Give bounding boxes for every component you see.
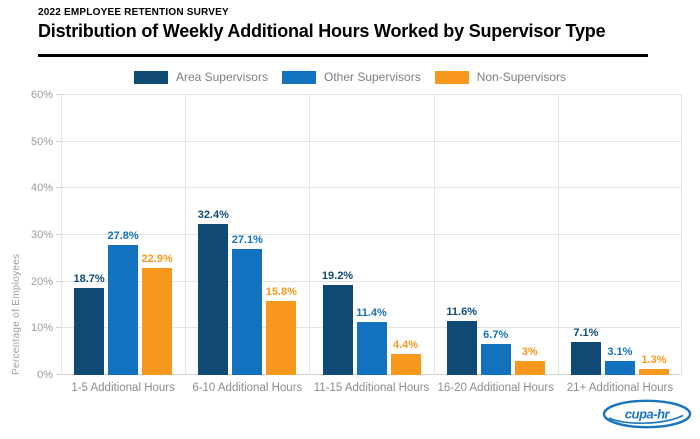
y-tick-label: 60%	[30, 89, 53, 101]
x-axis-label: 11-15 Additional Hours	[313, 382, 430, 394]
y-tick-mark	[56, 374, 61, 375]
survey-eyebrow: 2022 EMPLOYEE RETENTION SURVEY	[38, 7, 229, 18]
bar-value-label: 4.4%	[392, 339, 419, 352]
legend-swatch	[434, 70, 469, 84]
y-tick-label: 20%	[30, 275, 53, 288]
bar-value-label: 32.4%	[197, 208, 229, 221]
v-gridline	[433, 95, 435, 375]
bar: 3%	[514, 346, 545, 375]
y-tick-label: 10%	[30, 322, 53, 335]
legend-item: Other Supervisors	[281, 70, 421, 84]
legend-item: Non-Supervisors	[434, 70, 567, 84]
bar-value-label: 22.9%	[141, 253, 173, 266]
bar: 3.1%	[604, 346, 635, 375]
legend: Area Supervisors Other Supervisors Non-Sup…	[0, 70, 700, 84]
h-gridline	[61, 140, 682, 142]
bar-value-label: 15.8%	[265, 286, 297, 299]
bar: 27.8%	[107, 230, 139, 375]
chart-title: Distribution of Weekly Additional Hours …	[38, 21, 606, 41]
y-tick-mark	[56, 94, 61, 95]
cupa-hr-logo: cupa-hr	[602, 398, 692, 435]
plot-area: Percentage of Employees 0% 10% 20% 30% 40% 50…	[11, 89, 682, 381]
bar: 19.2%	[322, 270, 353, 375]
legend-label: Other Supervisors	[323, 70, 421, 84]
x-axis-label: 6-10 Additional Hours	[192, 382, 303, 394]
x-axis-label: 16-20 Additional Hours	[437, 382, 554, 394]
bar-group: 18.7% 27.8% 22.9%	[61, 95, 185, 375]
bar: 15.8%	[266, 286, 297, 375]
bar-group: 7.1% 3.1% 1.3%	[558, 95, 682, 375]
bar-value-label: 11.4%	[356, 306, 387, 319]
logo-text: cupa-hr	[625, 407, 671, 422]
y-tick-label: 40%	[30, 182, 53, 195]
bar: 4.4%	[390, 339, 421, 375]
legend-swatch	[133, 70, 168, 84]
x-axis-label: 1-5 Additional Hours	[71, 382, 175, 394]
y-tick-label: 0%	[37, 369, 53, 381]
bar-value-label: 18.7%	[73, 272, 105, 285]
x-axis-labels: 1-5 Additional Hours 6-10 Additional Hour…	[61, 382, 682, 394]
v-gridline	[185, 95, 187, 375]
bar-group: 11.6% 6.7% 3%	[434, 95, 558, 375]
y-tick-label: 30%	[30, 229, 53, 241]
cupa-hr-logo-mark: cupa-hr	[602, 399, 692, 429]
y-tick-label: 50%	[30, 135, 53, 148]
bar: 1.3%	[638, 354, 669, 375]
title-divider	[38, 54, 648, 57]
v-gridline	[681, 95, 682, 375]
bar-group: 32.4% 27.1% 15.8%	[185, 95, 309, 375]
bar-value-label: 3.1%	[607, 345, 633, 358]
bar-value-label: 7.1%	[573, 326, 599, 339]
legend-label: Non-Supervisors	[476, 70, 567, 84]
bar-value-label: 6.7%	[483, 328, 509, 341]
bar-value-label: 27.8%	[107, 230, 139, 243]
bar: 11.4%	[356, 307, 387, 375]
bar: 27.1%	[232, 234, 263, 375]
bar: 32.4%	[198, 209, 229, 375]
y-tick-mark	[56, 140, 61, 142]
y-tick-mark	[56, 234, 61, 235]
v-gridline	[309, 95, 311, 375]
bar-groups: 18.7% 27.8% 22.9% 32.4% 27.1% 15.8% 19.2% 11.4%…	[61, 95, 682, 375]
bar-value-label: 11.6%	[446, 305, 477, 318]
v-gridline	[61, 95, 62, 375]
bar: 18.7%	[73, 273, 105, 375]
bar-value-label: 19.2%	[321, 270, 354, 283]
h-gridline	[61, 187, 682, 189]
bar: 7.1%	[570, 327, 601, 375]
y-tick-mark	[56, 187, 61, 189]
bar-group: 19.2% 11.4% 4.4%	[309, 95, 433, 375]
h-gridline	[61, 234, 682, 235]
y-tick-mark	[56, 280, 61, 282]
x-axis-label: 21+ Additional Hours	[566, 382, 674, 394]
legend-swatch	[281, 70, 316, 84]
bar: 22.9%	[141, 253, 173, 375]
bar: 11.6%	[446, 306, 477, 375]
bar-value-label: 1.3%	[641, 353, 667, 366]
bar-value-label: 3%	[521, 346, 538, 358]
legend-item: Area Supervisors	[133, 70, 268, 84]
y-tick-mark	[56, 327, 61, 329]
h-gridline	[61, 280, 682, 282]
bar: 6.7%	[480, 329, 511, 375]
bar-value-label: 27.1%	[231, 233, 263, 246]
h-gridline	[61, 94, 682, 95]
legend-label: Area Supervisors	[175, 70, 268, 84]
v-gridline	[557, 95, 559, 375]
